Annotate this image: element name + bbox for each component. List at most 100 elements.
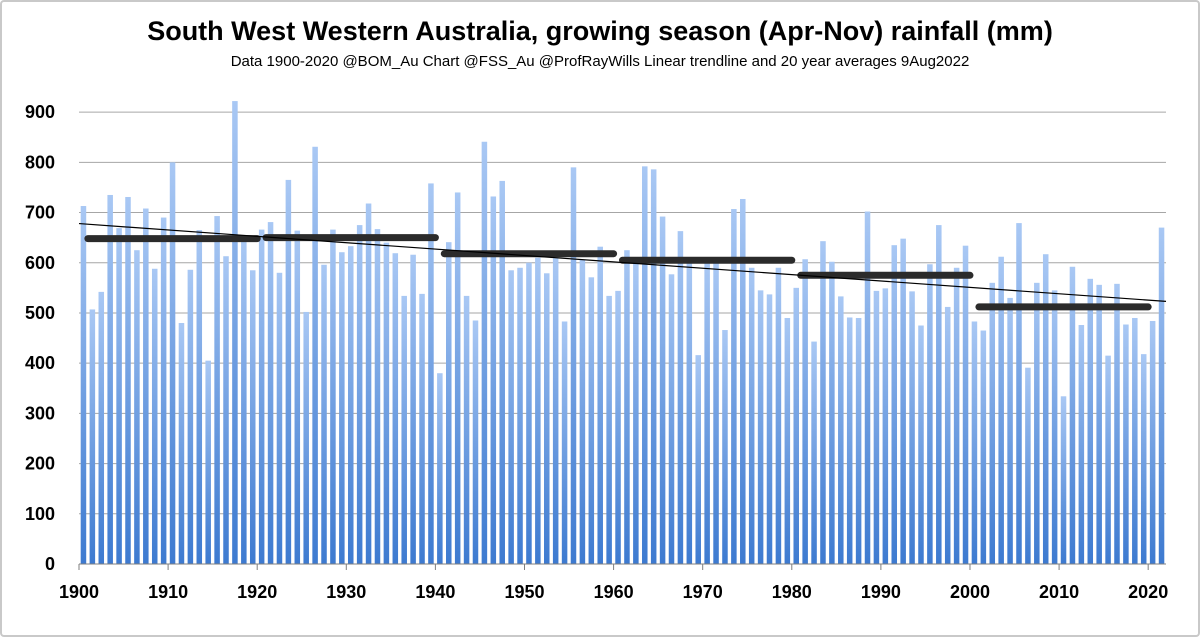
bar-1916 [223, 256, 229, 564]
bar-1909 [160, 217, 167, 564]
bar-1948 [508, 270, 514, 564]
bar-1935 [392, 253, 399, 564]
bar-1943 [463, 295, 470, 564]
bar-1912 [187, 269, 194, 564]
bar-1924 [294, 230, 301, 564]
bar-1995 [927, 264, 933, 564]
bar-1910 [169, 162, 176, 564]
bar-1957 [588, 277, 595, 564]
bar-1980 [793, 287, 799, 564]
bar-1986 [846, 317, 853, 564]
bar-2005 [1016, 223, 1022, 564]
bar-1928 [330, 229, 336, 565]
bar-1976 [757, 290, 764, 564]
bar-2016 [1114, 283, 1120, 564]
bar-1942 [454, 192, 461, 564]
bars [80, 101, 1165, 565]
x-tick-label: 1910 [148, 582, 188, 602]
bar-1990 [882, 288, 889, 564]
bar-1945 [481, 141, 488, 564]
bar-2014 [1096, 284, 1102, 564]
axes: 0 100 200 300 400 500 600 700 800 900 1900 1910 1920… [25, 102, 1168, 602]
y-tick-label: 400 [25, 353, 55, 373]
x-tick-label: 2000 [950, 582, 990, 602]
y-tick-label: 700 [25, 203, 55, 223]
bar-1984 [829, 261, 835, 564]
bar-2008 [1042, 254, 1049, 564]
bar-1946 [490, 196, 497, 565]
bar-1985 [838, 296, 844, 564]
bar-2002 [989, 282, 996, 564]
bar-1971 [713, 262, 719, 564]
bar-1968 [686, 262, 693, 564]
bar-2009 [1051, 290, 1058, 564]
bar-1940 [437, 373, 443, 564]
bar-1956 [579, 259, 586, 564]
bar-2012 [1078, 325, 1085, 564]
bar-2003 [998, 256, 1004, 564]
y-tick-label: 300 [25, 403, 55, 423]
bar-1999 [962, 245, 969, 564]
bar-1926 [312, 146, 318, 564]
bar-1951 [535, 257, 541, 564]
bar-1991 [891, 245, 898, 564]
bar-1931 [356, 225, 363, 564]
bar-1997 [944, 306, 951, 564]
bar-1975 [748, 267, 755, 564]
chart-subtitle: Data 1900-2020 @BOM_Au Chart @FSS_Au @Pr… [230, 53, 970, 70]
bar-1941 [446, 242, 452, 564]
bar-2021 [1158, 227, 1165, 564]
bar-1919 [249, 270, 256, 564]
bar-1915 [214, 216, 220, 564]
y-tick-label: 900 [25, 102, 55, 122]
x-tick-label: 1990 [861, 582, 901, 602]
x-tick-label: 1970 [683, 582, 723, 602]
bar-1952 [544, 273, 550, 564]
bar-1944 [472, 320, 479, 564]
bar-1973 [731, 209, 737, 564]
bar-1977 [766, 294, 773, 564]
trendline [78, 222, 1167, 303]
bar-1950 [526, 262, 532, 564]
bar-1917 [232, 101, 238, 564]
bar-1902 [98, 291, 105, 564]
bar-2000 [971, 321, 978, 564]
x-tick-label: 1940 [415, 582, 455, 602]
y-tick-label: 0 [45, 554, 55, 574]
bar-1930 [347, 246, 354, 564]
bar-1947 [499, 180, 505, 564]
bar-1954 [561, 321, 568, 564]
bar-2017 [1123, 324, 1129, 564]
chart-title: South West Western Australia, growing se… [147, 16, 1053, 46]
bar-1949 [517, 267, 523, 564]
bar-2013 [1087, 278, 1094, 564]
bar-1967 [677, 231, 684, 564]
bar-1932 [365, 203, 372, 564]
bar-1974 [740, 198, 746, 565]
bar-2001 [980, 330, 987, 564]
bar-1958 [597, 246, 603, 564]
bar-2007 [1034, 282, 1040, 564]
bar-1988 [864, 211, 871, 565]
bar-2006 [1025, 367, 1031, 564]
bar-1914 [205, 360, 211, 564]
bar-1911 [178, 323, 185, 564]
bar-1989 [873, 290, 880, 564]
x-tick-label: 1920 [237, 582, 277, 602]
bar-2010 [1060, 396, 1067, 564]
bar-1908 [151, 268, 158, 564]
bar-1920 [258, 229, 265, 565]
y-tick-label: 100 [25, 504, 55, 524]
bar-1900 [80, 206, 87, 564]
bar-1921 [267, 222, 274, 564]
bar-1934 [383, 242, 390, 565]
bar-1994 [918, 325, 924, 564]
bar-1905 [125, 196, 131, 565]
bar-1972 [722, 330, 728, 564]
bar-2020 [1149, 320, 1156, 564]
bar-1904 [116, 228, 122, 565]
bar-1918 [241, 241, 247, 564]
y-tick-label: 500 [25, 303, 55, 323]
bar-1913 [196, 230, 203, 565]
x-tick-label: 1980 [772, 582, 812, 602]
